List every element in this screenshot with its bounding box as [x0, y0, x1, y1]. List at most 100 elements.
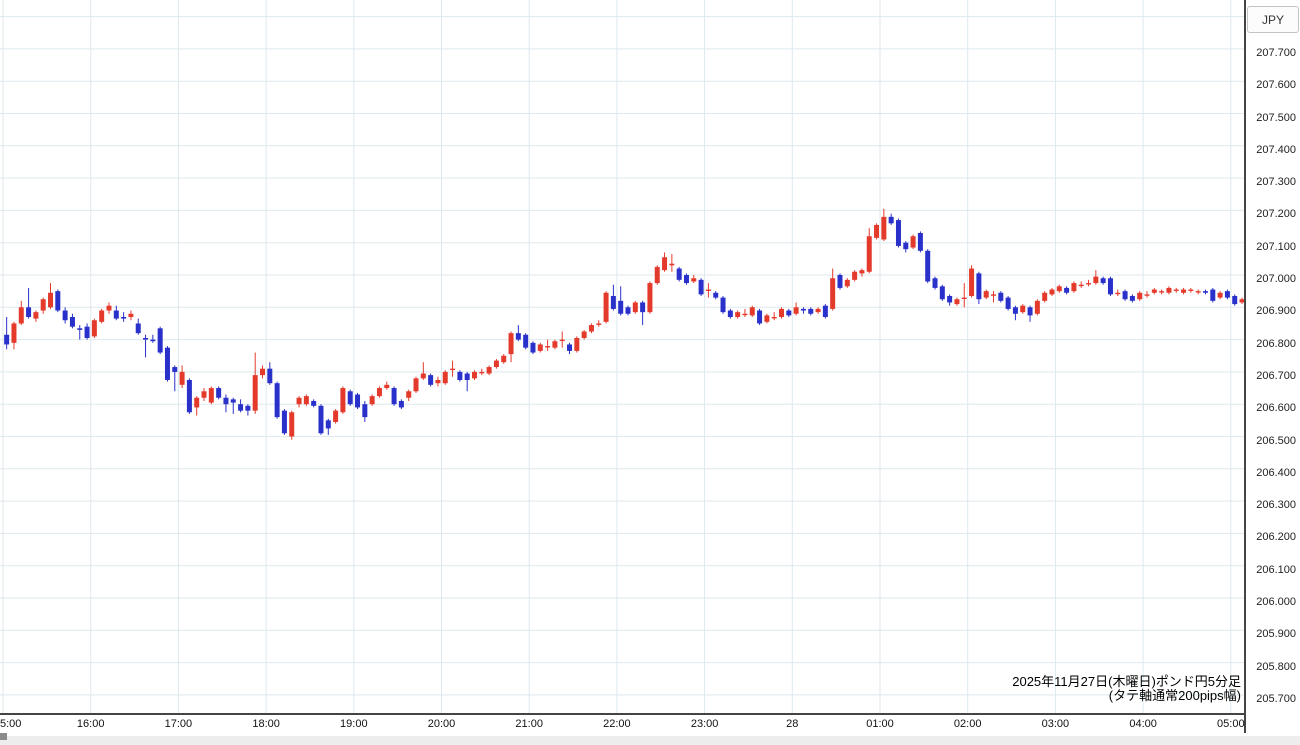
- candle-down: [84, 326, 90, 338]
- candle-up: [559, 339, 565, 341]
- time-tick-label: 5:00: [0, 718, 22, 730]
- candle-down: [428, 375, 434, 385]
- price-tick-label: 207.400: [1256, 143, 1296, 156]
- candle-down: [223, 397, 229, 405]
- price-tick-label: 205.800: [1256, 660, 1296, 673]
- candle-up: [486, 367, 492, 374]
- candle-down: [318, 405, 324, 434]
- candle-down: [186, 379, 192, 413]
- candle-up: [442, 371, 448, 384]
- candle-up: [501, 355, 507, 363]
- candle-up: [1151, 289, 1157, 293]
- candle-up: [11, 323, 17, 343]
- candle-up: [376, 388, 382, 397]
- candle-up: [1042, 292, 1048, 301]
- candle-down: [800, 308, 806, 311]
- candle-up: [471, 371, 477, 379]
- candle-down: [947, 295, 953, 303]
- candle-up: [450, 368, 456, 371]
- price-tick-label: 206.400: [1256, 466, 1296, 479]
- candle-up: [859, 270, 865, 274]
- candle-up: [1071, 283, 1077, 292]
- candle-up: [479, 371, 485, 374]
- candle-down: [618, 300, 624, 314]
- price-tick-label: 206.200: [1256, 531, 1296, 544]
- candle-down: [1202, 291, 1208, 293]
- candle-up: [647, 283, 653, 313]
- time-tick-label: 28: [786, 718, 799, 730]
- candlestick-plot-area[interactable]: [0, 0, 1245, 714]
- candle-down: [362, 404, 368, 418]
- candle-up: [1078, 284, 1084, 287]
- candle-up: [18, 307, 24, 324]
- price-tick-label: 206.100: [1256, 563, 1296, 576]
- candle-down: [4, 334, 10, 345]
- candle-up: [508, 333, 514, 355]
- candle-down: [698, 279, 704, 295]
- candle-up: [954, 299, 960, 305]
- candle-up: [603, 292, 609, 322]
- price-tick-label: 205.900: [1256, 628, 1296, 641]
- candle-down: [727, 310, 733, 317]
- candle-up: [413, 378, 419, 392]
- candle-down: [164, 347, 170, 380]
- currency-badge[interactable]: JPY: [1247, 6, 1299, 33]
- candle-down: [157, 328, 163, 353]
- candle-up: [735, 312, 741, 317]
- candle-down: [786, 310, 792, 316]
- candle-down: [62, 310, 68, 321]
- candle-down: [113, 310, 119, 319]
- price-tick-label: 205.700: [1256, 692, 1296, 705]
- time-tick-label: 23:00: [690, 718, 719, 730]
- candle-up: [1093, 276, 1099, 284]
- candle-down: [1224, 291, 1230, 298]
- price-tick-label: 206.900: [1256, 305, 1296, 318]
- candle-down: [925, 250, 931, 282]
- price-tick-label: 207.200: [1256, 208, 1296, 221]
- candle-down: [355, 394, 361, 408]
- candle-down: [976, 273, 982, 300]
- candle-up: [333, 410, 339, 422]
- price-tick-label: 207.100: [1256, 240, 1296, 253]
- candle-down: [895, 220, 901, 246]
- candle-up: [1195, 291, 1201, 293]
- price-tick-label: 207.000: [1256, 273, 1296, 285]
- candle-up: [252, 375, 258, 411]
- candle-down: [150, 339, 156, 342]
- candle-up: [705, 289, 711, 291]
- y-axis-line: [1244, 0, 1246, 733]
- candle-down: [1027, 307, 1033, 316]
- candle-up: [1159, 291, 1165, 293]
- time-tick-label: 02:00: [953, 718, 982, 730]
- candle-up: [1034, 300, 1040, 314]
- candle-down: [515, 333, 521, 340]
- horizontal-scrollbar[interactable]: [0, 736, 1300, 745]
- candle-up: [303, 396, 309, 405]
- candle-up: [983, 291, 989, 298]
- candle-up: [91, 320, 97, 337]
- candle-up: [48, 292, 54, 308]
- candle-up: [654, 266, 660, 284]
- candle-down: [325, 420, 331, 429]
- candle-down: [567, 344, 573, 351]
- candle-up: [384, 384, 390, 389]
- candle-up: [632, 302, 638, 313]
- candle-up: [1086, 283, 1092, 285]
- candle-up: [866, 236, 872, 272]
- price-tick-label: 206.000: [1256, 596, 1296, 608]
- candle-up: [179, 371, 185, 385]
- candle-up: [793, 307, 799, 314]
- candle-up: [1115, 292, 1121, 295]
- candle-up: [420, 373, 426, 379]
- candle-down: [391, 388, 397, 405]
- candle-up: [662, 257, 668, 271]
- candle-up: [910, 236, 916, 248]
- candle-up: [669, 263, 675, 266]
- scrollbar-handle[interactable]: [0, 733, 7, 740]
- candle-down: [640, 302, 646, 313]
- candlestick-chart: [0, 0, 1245, 714]
- candle-down: [713, 292, 719, 298]
- candle-up: [1049, 289, 1055, 295]
- candle-down: [311, 400, 317, 406]
- candle-up: [1181, 289, 1187, 293]
